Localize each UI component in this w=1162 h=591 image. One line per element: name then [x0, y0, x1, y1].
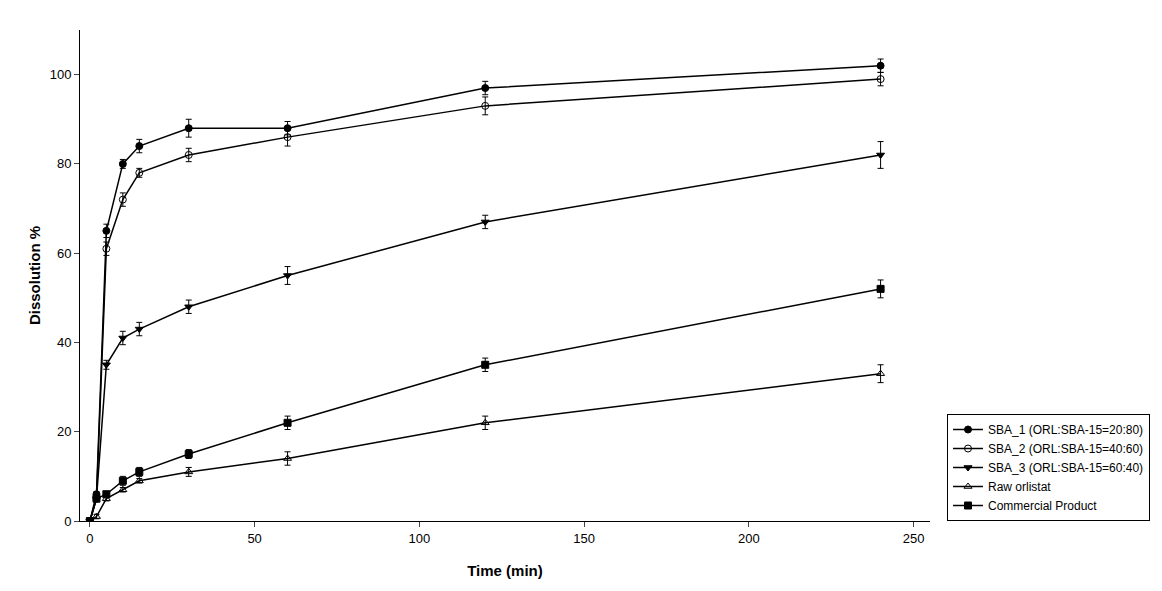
svg-text:150: 150: [573, 531, 595, 546]
svg-text:60: 60: [57, 246, 71, 261]
svg-text:20: 20: [57, 424, 71, 439]
svg-text:Raw orlistat: Raw orlistat: [988, 480, 1051, 494]
svg-text:50: 50: [247, 531, 261, 546]
svg-text:SBA_3 (ORL:SBA-15=60:40): SBA_3 (ORL:SBA-15=60:40): [988, 461, 1143, 475]
svg-text:SBA_2 (ORL:SBA-15=40:60): SBA_2 (ORL:SBA-15=40:60): [988, 442, 1143, 456]
svg-text:SBA_1 (ORL:SBA-15=20:80): SBA_1 (ORL:SBA-15=20:80): [988, 423, 1143, 437]
svg-text:80: 80: [57, 156, 71, 171]
svg-text:40: 40: [57, 335, 71, 350]
svg-text:200: 200: [738, 531, 760, 546]
svg-text:250: 250: [903, 531, 925, 546]
svg-text:Commercial Product: Commercial Product: [988, 499, 1097, 513]
svg-text:100: 100: [408, 531, 430, 546]
svg-text:Dissolution %: Dissolution %: [26, 226, 43, 325]
svg-text:100: 100: [50, 67, 72, 82]
svg-text:Time (min): Time (min): [467, 562, 543, 579]
svg-text:0: 0: [64, 514, 71, 529]
svg-text:0: 0: [86, 531, 93, 546]
